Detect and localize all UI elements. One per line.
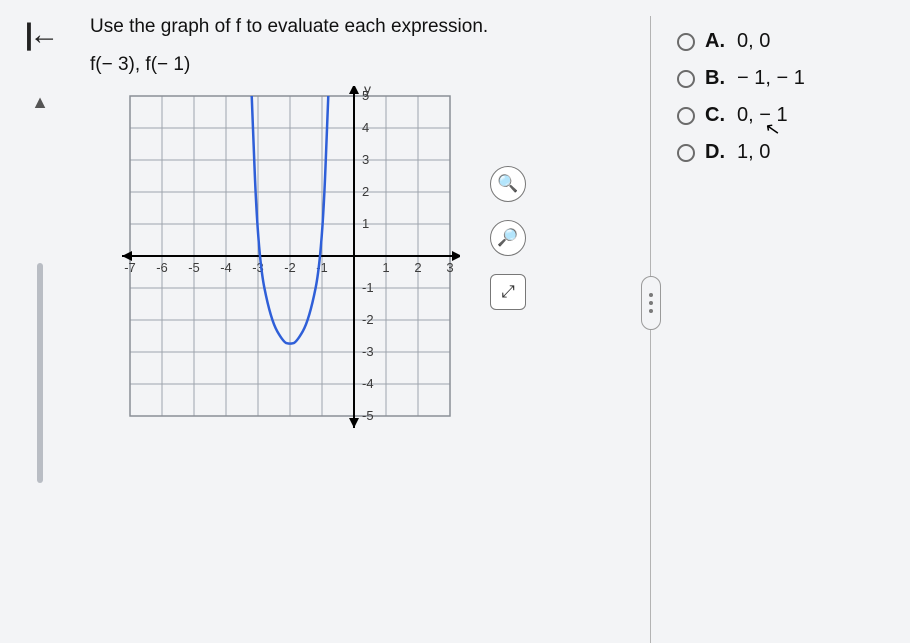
svg-text:-6: -6 bbox=[156, 260, 168, 275]
svg-text:1: 1 bbox=[382, 260, 389, 275]
svg-text:-7: -7 bbox=[124, 260, 136, 275]
zoom-out-button[interactable]: 🔎 bbox=[490, 220, 526, 256]
svg-text:-5: -5 bbox=[188, 260, 200, 275]
svg-text:-5: -5 bbox=[362, 408, 374, 423]
back-button[interactable]: |← bbox=[25, 18, 55, 52]
answer-option-d[interactable]: D. 1, 0 bbox=[677, 141, 910, 164]
svg-text:-3: -3 bbox=[362, 344, 374, 359]
answer-option-c[interactable]: C. 0, − 1 bbox=[677, 104, 910, 127]
radio-icon bbox=[677, 107, 695, 125]
question-column: Use the graph of f to evaluate each expr… bbox=[90, 16, 610, 643]
answer-text: 0, − 1 bbox=[737, 104, 788, 127]
popout-icon: ⤢ bbox=[501, 282, 515, 302]
radio-icon bbox=[677, 70, 695, 88]
svg-text:y: y bbox=[364, 86, 371, 97]
page-root: |← ▲ Use the graph of f to evaluate each… bbox=[0, 0, 910, 643]
left-rail: |← ▲ bbox=[0, 0, 80, 643]
zoom-in-button[interactable]: 🔍 bbox=[490, 166, 526, 202]
svg-text:1: 1 bbox=[362, 216, 369, 231]
question-expression: f(− 3), f(− 1) bbox=[90, 54, 610, 76]
radio-icon bbox=[677, 144, 695, 162]
scroll-up-icon[interactable]: ▲ bbox=[31, 92, 49, 113]
graph-container: -7-6-5-4-3-2-112354321-1-2-3-4-5yx 🔍 🔎 ⤢ bbox=[120, 86, 460, 446]
svg-text:3: 3 bbox=[446, 260, 453, 275]
answer-letter: A. bbox=[705, 30, 725, 53]
answer-letter: C. bbox=[705, 104, 725, 127]
svg-text:2: 2 bbox=[414, 260, 421, 275]
svg-text:-2: -2 bbox=[362, 312, 374, 327]
svg-text:-4: -4 bbox=[362, 376, 374, 391]
graph-toolbar: 🔍 🔎 ⤢ bbox=[490, 166, 526, 310]
graph-svg: -7-6-5-4-3-2-112354321-1-2-3-4-5yx bbox=[120, 86, 460, 446]
zoom-in-icon: 🔍 bbox=[497, 174, 518, 194]
answer-text: − 1, − 1 bbox=[737, 67, 805, 90]
svg-text:-4: -4 bbox=[220, 260, 232, 275]
answer-option-b[interactable]: B. − 1, − 1 ↖ bbox=[677, 67, 910, 90]
question-prompt: Use the graph of f to evaluate each expr… bbox=[90, 16, 610, 38]
answer-text: 0, 0 bbox=[737, 30, 770, 53]
answers-column: A. 0, 0 B. − 1, − 1 ↖ C. 0, − 1 D. 1, 0 bbox=[650, 16, 910, 643]
answer-letter: B. bbox=[705, 67, 725, 90]
zoom-out-icon: 🔎 bbox=[497, 228, 518, 248]
svg-text:-2: -2 bbox=[284, 260, 296, 275]
answer-option-a[interactable]: A. 0, 0 bbox=[677, 30, 910, 53]
popout-button[interactable]: ⤢ bbox=[490, 274, 526, 310]
radio-icon bbox=[677, 33, 695, 51]
scroll-track[interactable] bbox=[37, 263, 43, 483]
svg-text:-1: -1 bbox=[362, 280, 374, 295]
svg-text:4: 4 bbox=[362, 120, 369, 135]
panel-drag-handle[interactable] bbox=[641, 276, 661, 330]
answer-letter: D. bbox=[705, 141, 725, 164]
svg-text:2: 2 bbox=[362, 184, 369, 199]
answer-text: 1, 0 bbox=[737, 141, 770, 164]
svg-text:3: 3 bbox=[362, 152, 369, 167]
content-area: Use the graph of f to evaluate each expr… bbox=[80, 0, 910, 643]
